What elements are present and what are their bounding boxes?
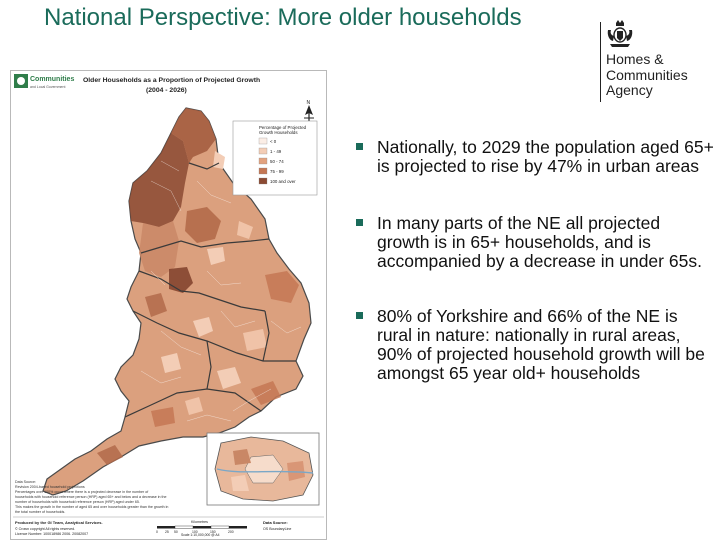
scale-title: Kilometres xyxy=(191,520,208,524)
bullet-text: Nationally, to 2029 the population aged … xyxy=(377,137,714,176)
notes-line: This makes the growth in the number of a… xyxy=(15,505,168,509)
bullet-item: Nationally, to 2029 the population aged … xyxy=(355,138,715,176)
scale-tick-label: 100 xyxy=(192,530,198,534)
map-legend: Percentage of Projected Growth Household… xyxy=(232,120,318,196)
data-source-value: OS BoundaryLine xyxy=(263,527,291,531)
map-logo-text: Communities xyxy=(30,76,74,83)
north-arrow-icon: N xyxy=(304,100,314,123)
notes-line: Percentages over 100% occur where there … xyxy=(15,490,148,494)
london-inset xyxy=(206,432,320,506)
logo-line-agency: Agency xyxy=(606,82,653,98)
legend-label: 1 - 49 xyxy=(270,149,282,154)
credit-line: Produced by the GI Team, Analytical Serv… xyxy=(15,520,103,525)
scale-ratio: Scale 1:10,000,000 @ A4 xyxy=(181,533,220,537)
region-boundaries xyxy=(124,162,296,418)
bullet-square-icon xyxy=(356,312,363,319)
credit-line: Licence Number: 100018986 2006. 20082007 xyxy=(15,532,88,536)
map-header: Communities and Local Government Older H… xyxy=(14,74,260,94)
map-notes: Data Source: Revision 2004-based househo… xyxy=(15,480,168,514)
bullet-list: Nationally, to 2029 the population aged … xyxy=(355,138,715,383)
map-logo-subtext: and Local Government xyxy=(30,85,65,89)
bullet-square-icon xyxy=(356,143,363,150)
map-title-line2: (2004 - 2026) xyxy=(146,87,187,94)
homes-communities-agency-logo: Homes & Communities Agency xyxy=(600,20,716,106)
logo-line-homes: Homes & xyxy=(606,51,664,67)
legend-swatch xyxy=(258,177,268,185)
legend-title-line1: Percentage of Projected xyxy=(259,125,307,130)
scale-tick-label: 150 xyxy=(210,530,216,534)
notes-line: number of households with household refe… xyxy=(15,500,140,504)
slide-title: National Perspective: More older househo… xyxy=(44,4,522,31)
map-footer: Produced by the GI Team, Analytical Serv… xyxy=(13,516,324,537)
scale-tick-label: 25 xyxy=(165,530,169,534)
scale-tick-label: 200 xyxy=(228,530,234,534)
map-figure: Communities and Local Government Older H… xyxy=(10,70,327,540)
notes-line: the total number of households. xyxy=(15,510,65,514)
bullet-item: 80% of Yorkshire and 66% of the NE is ru… xyxy=(355,307,715,383)
notes-line: Data Source: xyxy=(15,480,36,484)
logo-divider xyxy=(600,22,601,102)
map-title-line1: Older Households as a Proportion of Proj… xyxy=(83,77,260,84)
legend-swatch xyxy=(258,157,268,165)
legend-label: 75 - 99 xyxy=(270,169,284,174)
legend-swatch xyxy=(258,147,268,155)
north-label: N xyxy=(307,100,311,106)
legend-label: 100 and over xyxy=(270,179,296,184)
bullet-text: 80% of Yorkshire and 66% of the NE is ru… xyxy=(377,306,705,383)
legend-swatch xyxy=(258,167,268,175)
england-landmass xyxy=(42,107,312,496)
bullet-item: In many parts of the NE all projected gr… xyxy=(355,214,715,271)
legend-swatch xyxy=(258,137,268,145)
legend-title-line2: Growth Households xyxy=(259,130,298,135)
credit-line: © Crown copyright All rights reserved. xyxy=(15,527,75,531)
england-choropleth-map: Communities and Local Government Older H… xyxy=(13,74,324,537)
legend-label: 50 - 74 xyxy=(270,159,284,164)
bullet-text: In many parts of the NE all projected gr… xyxy=(377,213,702,271)
bullet-square-icon xyxy=(356,219,363,226)
legend-label: < 0 xyxy=(270,139,277,144)
data-source-title: Data Source: xyxy=(263,520,288,525)
scale-bar xyxy=(157,525,247,529)
scale-tick-label: 50 xyxy=(174,530,178,534)
notes-line: Revision 2004-based household projection… xyxy=(15,485,85,489)
district-boundaries xyxy=(100,160,302,472)
notes-line: households with household reference pers… xyxy=(15,495,167,499)
scale-tick-label: 0 xyxy=(156,530,158,534)
royal-crest-icon xyxy=(607,20,633,47)
logo-line-communities: Communities xyxy=(606,66,688,83)
